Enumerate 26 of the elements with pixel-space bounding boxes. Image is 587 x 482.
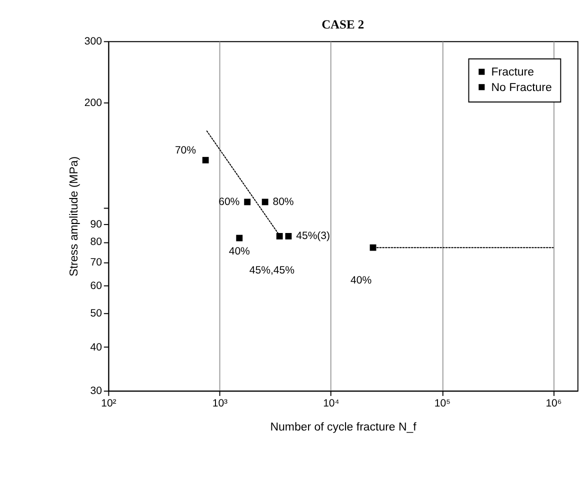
y-tick-label: 60 [90,280,102,292]
legend-label: Fracture [491,66,534,79]
x-tick-label: 10⁴ [323,397,340,410]
x-tick-label: 10³ [212,397,228,410]
x-tick-label: 10² [101,397,117,410]
y-axis-title: Stress amplitude (MPa) [68,156,81,276]
x-tick-label: 10⁶ [546,397,562,410]
annotation: 60% [218,196,240,208]
x-axis-title: Number of cycle fracture N_f [270,421,418,434]
y-tick-label: 70 [90,256,102,268]
y-tick-label: 40 [90,341,102,354]
y-tick-label: 300 [84,36,102,48]
legend-label: No Fracture [491,82,552,94]
y-tick-label: 90 [90,218,102,230]
annotation: 45%(3) [296,230,330,242]
y-tick-label: 200 [84,97,102,110]
annotation: 80% [272,196,294,208]
chart-title: CASE 2 [322,18,364,32]
y-tick-label: 80 [90,236,102,248]
y-tick-label: 50 [90,307,102,320]
annotation: 40% [350,274,372,286]
annotation: 40% [228,245,250,258]
annotation: 70% [174,144,196,156]
y-tick-label: 30 [90,385,102,398]
annotation: 45%,45% [249,264,294,277]
x-tick-label: 10⁵ [434,397,450,410]
